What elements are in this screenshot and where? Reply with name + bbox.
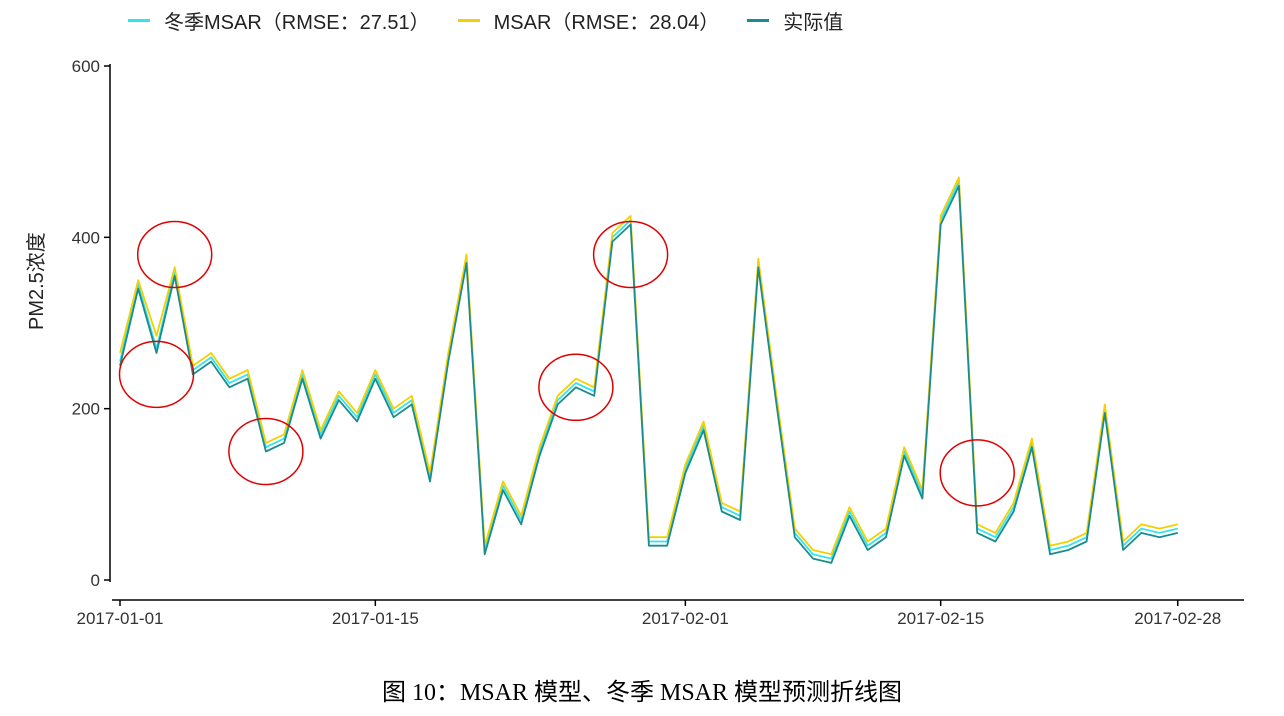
legend-label-msar: MSAR（RMSE：28.04） [493,12,720,34]
legend-swatch-msar [457,19,480,22]
line-chart: 冬季MSAR（RMSE：27.51） MSAR（RMSE：28.04） 实际值 … [26,6,1244,628]
annotation-layer [118,220,1015,507]
x-tick-label: 2017-01-01 [77,609,164,628]
series-line-actual [119,185,1179,564]
legend-swatch-actual [747,19,770,22]
legend-label-winter-msar: 冬季MSAR（RMSE：27.51） [164,12,430,34]
x-tick-label: 2017-02-01 [642,609,729,628]
legend-item-actual: 实际值 [747,6,843,35]
plot-area: 0 200 400 600 2017-01-01 2017-01-15 2017-02-01… [72,57,1244,628]
legend-item-msar: MSAR（RMSE：28.04） [457,6,720,35]
x-tick-label: 2017-01-15 [332,609,419,628]
annotation-circle [118,340,195,409]
x-tick-label: 2017-02-28 [1134,609,1221,628]
legend-item-winter-msar: 冬季MSAR（RMSE：27.51） [128,6,430,35]
y-tick-label: 0 [91,571,100,590]
axes: 0 200 400 600 2017-01-01 2017-01-15 2017-02-01… [72,57,1244,628]
y-tick-label: 400 [72,228,100,247]
annotation-circle [136,220,213,289]
series-line-winter-msar [119,180,1179,560]
annotation-circle [228,417,304,486]
x-tick-label: 2017-02-15 [897,609,984,628]
chart-legend: 冬季MSAR（RMSE：27.51） MSAR（RMSE：28.04） 实际值 [128,6,871,35]
legend-swatch-winter-msar [128,19,150,22]
annotation-circle [592,220,669,289]
legend-label-actual: 实际值 [783,12,844,34]
figure-caption: 图 10：MSAR 模型、冬季 MSAR 模型预测折线图 [381,680,903,706]
y-tick-label: 600 [72,57,100,76]
series-layer [119,176,1179,564]
annotation-circle [538,353,614,422]
y-axis-label: PM2.5浓度 [26,232,48,330]
y-tick-label: 200 [72,400,100,419]
annotation-circle [939,439,1015,507]
series-line-msar [119,176,1179,556]
